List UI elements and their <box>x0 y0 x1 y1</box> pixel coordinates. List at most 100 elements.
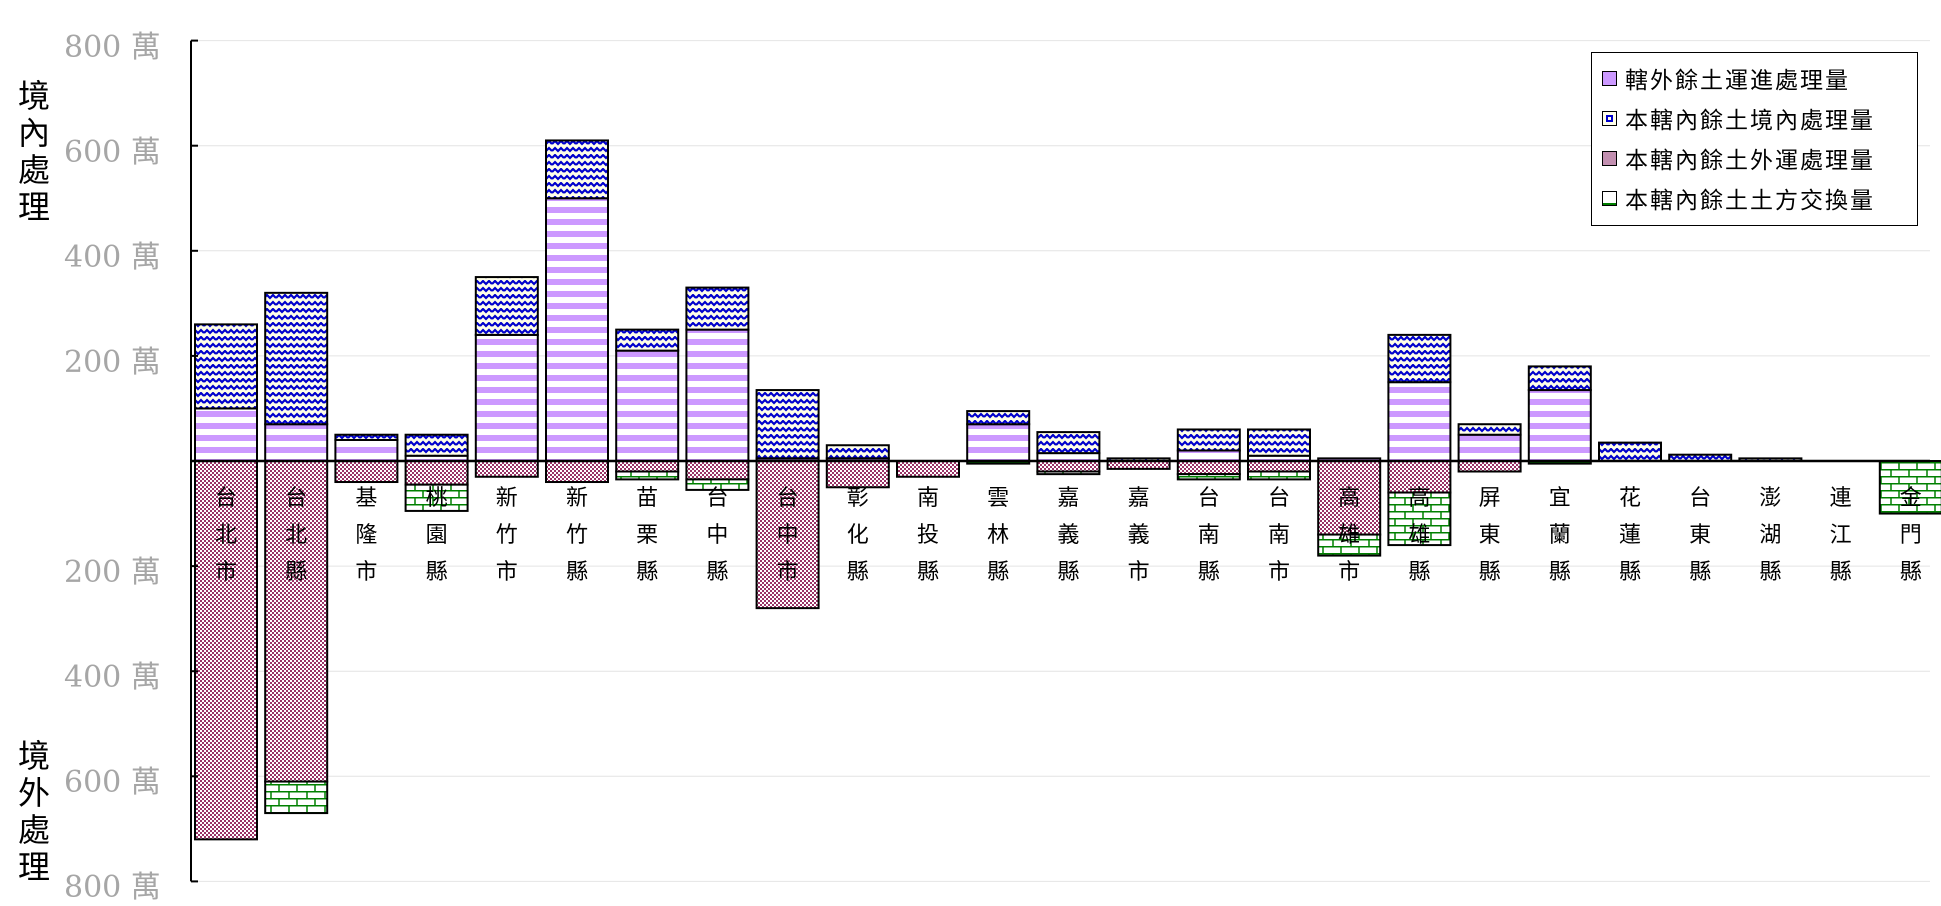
bar-incoming-0 <box>194 407 258 463</box>
x-tick-label: 連江縣 <box>1829 486 1852 585</box>
x-tick-label: 南投縣 <box>916 486 939 585</box>
bar-internal-14 <box>1176 428 1241 452</box>
bar-internal-7 <box>685 286 750 331</box>
y-tick-label: 200 萬 <box>64 555 161 591</box>
bar-outgoing-12 <box>1036 460 1101 473</box>
legend-swatch-internal <box>1602 110 1617 126</box>
x-tick-label: 高雄市 <box>1338 486 1361 585</box>
x-tick-label: 嘉義市 <box>1127 486 1150 585</box>
legend-label-exchange: 本轄內餘土土方交換量 <box>1625 188 1875 214</box>
y-tick-label: 800 萬 <box>64 29 161 65</box>
y-axis-label-above: 境內處理 <box>17 77 50 226</box>
bar-exchange-17 <box>1387 491 1452 547</box>
bar-internal-15 <box>1247 428 1311 457</box>
y-tick-label: 800 萬 <box>64 870 161 906</box>
bar-outgoing-14 <box>1176 460 1241 476</box>
x-tick-label: 苗栗縣 <box>636 486 659 585</box>
y-tick-label: 600 萬 <box>64 765 161 801</box>
bar-internal-17 <box>1387 333 1452 384</box>
x-tick-label: 基隆市 <box>355 486 378 585</box>
bar-incoming-2 <box>334 438 399 463</box>
bar-outgoing-7 <box>685 460 750 481</box>
bar-outgoing-4 <box>474 460 539 478</box>
legend-item-outgoing: 本轄內餘土外運處理量 <box>1602 143 1875 174</box>
bar-internal-9 <box>825 444 890 460</box>
y-tick-label: 400 萬 <box>64 660 161 696</box>
bar-incoming-18 <box>1457 433 1522 463</box>
bar-internal-18 <box>1457 423 1522 436</box>
bar-outgoing-17 <box>1387 460 1452 494</box>
bar-internal-11 <box>966 410 1031 426</box>
bar-exchange-3 <box>404 483 469 512</box>
y-tick-label: 200 萬 <box>64 344 161 380</box>
bar-exchange-14 <box>1176 473 1241 481</box>
bar-exchange-16 <box>1317 533 1382 557</box>
bar-internal-6 <box>615 328 680 352</box>
legend-item-incoming: 轄外餘土運進處理量 <box>1602 63 1850 94</box>
x-tick-label: 台北縣 <box>285 486 308 585</box>
x-tick-label: 新竹縣 <box>565 486 588 585</box>
legend-swatch-exchange <box>1602 190 1617 206</box>
legend-label-incoming: 轄外餘土運進處理量 <box>1625 68 1850 94</box>
bar-incoming-14 <box>1176 449 1241 462</box>
bar-outgoing-0 <box>194 460 258 841</box>
bar-internal-12 <box>1036 431 1101 455</box>
bar-outgoing-15 <box>1247 460 1311 473</box>
bar-outgoing-2 <box>334 460 399 484</box>
x-tick-label: 雲林縣 <box>987 486 1010 585</box>
x-tick-label: 彰化縣 <box>846 486 869 585</box>
y-tick-label: 600 萬 <box>64 134 161 170</box>
legend-item-internal: 本轄內餘土境內處理量 <box>1602 103 1875 134</box>
bar-internal-20 <box>1598 441 1662 463</box>
bar-internal-5 <box>545 139 609 200</box>
x-tick-label: 屏東縣 <box>1478 486 1501 585</box>
bar-incoming-19 <box>1527 389 1592 462</box>
bar-outgoing-9 <box>825 460 890 489</box>
x-tick-label: 澎湖縣 <box>1759 486 1782 585</box>
bar-outgoing-6 <box>615 460 680 473</box>
x-tick-label: 台中縣 <box>706 486 729 585</box>
x-tick-label: 台北市 <box>214 486 237 585</box>
x-tick-label: 桃園縣 <box>425 486 448 585</box>
x-tick-label: 台東縣 <box>1689 486 1712 585</box>
bar-internal-8 <box>755 389 820 460</box>
bar-incoming-17 <box>1387 381 1452 462</box>
x-tick-label: 高雄縣 <box>1408 486 1431 585</box>
bar-incoming-6 <box>615 349 680 462</box>
bar-incoming-1 <box>264 423 329 462</box>
bar-internal-4 <box>474 276 539 336</box>
x-tick-label: 台中市 <box>776 486 799 585</box>
x-tick-label: 花蓮縣 <box>1618 486 1641 585</box>
x-tick-label: 台南縣 <box>1197 486 1220 585</box>
x-tick-label: 嘉義縣 <box>1057 486 1080 585</box>
bar-incoming-7 <box>685 328 750 462</box>
bar-incoming-4 <box>474 333 539 463</box>
legend-swatch-incoming <box>1602 70 1617 86</box>
bar-internal-0 <box>194 323 258 410</box>
y-axis-label-below: 境外處理 <box>17 737 50 886</box>
bar-internal-3 <box>404 433 469 457</box>
bar-exchange-1 <box>264 780 329 815</box>
x-tick-label: 台南市 <box>1267 486 1290 585</box>
x-tick-label: 新竹市 <box>495 486 518 585</box>
bar-outgoing-5 <box>545 460 609 484</box>
bar-exchange-15 <box>1247 470 1311 481</box>
y-tick-label: 400 萬 <box>64 239 161 275</box>
bar-exchange-12 <box>1036 470 1101 476</box>
x-tick-label: 金門縣 <box>1899 486 1922 585</box>
legend-label-internal: 本轄內餘土境內處理量 <box>1625 108 1875 134</box>
bar-exchange-24 <box>1878 460 1941 515</box>
bar-incoming-11 <box>966 423 1031 462</box>
legend-swatch-outgoing <box>1602 150 1617 166</box>
bar-outgoing-16 <box>1317 460 1382 536</box>
bar-exchange-7 <box>685 478 750 491</box>
bar-outgoing-8 <box>755 460 820 610</box>
bar-outgoing-18 <box>1457 460 1522 473</box>
x-tick-label: 宜蘭縣 <box>1548 486 1571 585</box>
legend-label-outgoing: 本轄內餘土外運處理量 <box>1625 148 1875 174</box>
bar-internal-1 <box>264 291 329 426</box>
bar-internal-19 <box>1527 365 1592 392</box>
bar-outgoing-10 <box>896 460 960 478</box>
